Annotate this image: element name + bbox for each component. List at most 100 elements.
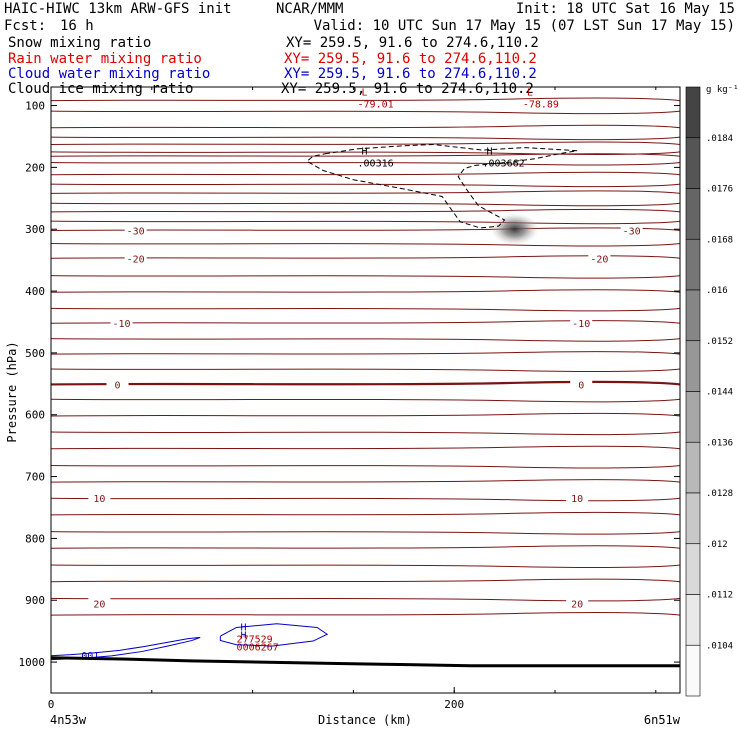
y-tick-label: 600	[25, 409, 45, 422]
fcst-label: Fcst:	[4, 18, 46, 34]
isotherm-line	[51, 242, 680, 247]
isotherm-line	[51, 431, 680, 436]
y-tick-label: 900	[25, 594, 45, 607]
isotherm-line	[51, 171, 680, 176]
x-axis-ticks: 0 20 0	[48, 87, 657, 711]
field-xy-rain: XY= 259.5, 91.6 to 274.6,110.2	[284, 51, 537, 67]
colorbar-label: .0168	[706, 235, 733, 245]
y-axis-label: Pressure (hPa)	[5, 341, 19, 442]
freezing-isotherm	[51, 380, 680, 386]
colorbar-swatch	[685, 86, 701, 139]
colorbar-label: .0112	[706, 591, 733, 601]
extremum-value: .00316	[358, 158, 394, 169]
extremum-value: .003662	[483, 158, 525, 169]
valid-time: Valid: 10 UTC Sun 17 May 15 (07 LST Sun …	[314, 18, 735, 34]
field-name-rain: Rain water mixing ratio	[8, 51, 202, 67]
x-tick-label: 0	[48, 698, 55, 711]
isotherm-label: 20	[93, 599, 105, 610]
colorbar-label: .0128	[706, 489, 733, 499]
field-xy-cloud-water: XY= 259.5, 91.6 to 274.6,110.2	[284, 66, 537, 82]
colorbar-label: .0136	[706, 438, 733, 448]
extremum-value: -78.89	[523, 100, 559, 111]
isotherm-line	[51, 578, 680, 583]
y-tick-label: 1000	[19, 656, 46, 669]
isotherm-label-bg	[88, 492, 111, 504]
x-endpoint-end: 6n51w	[644, 713, 681, 727]
isotherm-line	[51, 307, 680, 312]
cloud-water-contour-upper	[219, 623, 329, 647]
extrema-labels: L-79.01L-78.89H.00316H.003662H277529H000…	[237, 88, 559, 654]
isotherm-line	[51, 255, 680, 259]
isotherm-label-bg	[106, 378, 129, 390]
y-tick-label: 700	[25, 471, 45, 484]
isotherm-line	[51, 597, 680, 602]
isotherm-label-bg	[124, 224, 147, 236]
isotherm-line	[51, 190, 680, 194]
low-marker: L	[527, 88, 533, 99]
terrain-line	[51, 656, 680, 668]
high-marker: H	[241, 622, 247, 633]
isotherm-label: 0	[115, 380, 121, 391]
isotherm-line	[51, 161, 680, 166]
isotherm-label: -20	[590, 254, 608, 265]
figure-title: HAIC-HIWC 13km ARW-GFS init	[4, 1, 232, 17]
isotherm-line	[51, 320, 680, 324]
isotherm-label-bg	[566, 492, 589, 504]
isotherm-line	[51, 153, 680, 157]
isotherm-line	[51, 338, 680, 342]
cloud-water-contour	[51, 636, 201, 661]
isotherm-line	[51, 208, 680, 213]
isotherm-label-bg	[570, 378, 593, 390]
isotherm-label: -10	[572, 319, 590, 330]
high-marker: H	[241, 630, 247, 641]
isotherm-line	[51, 289, 680, 293]
isotherm-line	[51, 227, 680, 231]
isotherm-label: -30	[623, 226, 641, 237]
isotherm-label-bg	[110, 317, 133, 329]
isotherm-line	[51, 497, 680, 502]
cloud-water-contour-label: .001	[75, 651, 99, 662]
isotherm-label-bg	[124, 252, 147, 264]
y-tick-label: 400	[25, 285, 45, 298]
isotherm-line	[51, 398, 680, 403]
field-name-cloud-water: Cloud water mixing ratio	[8, 66, 210, 82]
plot-frame	[50, 86, 681, 694]
colorbar-label: .012	[706, 540, 728, 550]
x-endpoint-start: 4n53w	[50, 713, 87, 727]
isotherm-label: -10	[113, 319, 131, 330]
isotherm-label: -20	[127, 254, 145, 265]
cloud-ice-contour	[306, 144, 578, 229]
colorbar-swatch	[685, 492, 701, 545]
colorbar-label: .0152	[706, 337, 733, 347]
isotherm-line	[51, 564, 680, 569]
isotherm-label: 10	[93, 494, 105, 505]
isotherm-line	[51, 479, 680, 483]
y-tick-label: 500	[25, 347, 45, 360]
x-axis-label: Distance (km)	[318, 713, 412, 727]
field-name-snow: Snow mixing ratio	[8, 35, 151, 51]
init-time: Init: 18 UTC Sat 16 May 15	[516, 1, 735, 17]
colorbar-label: .0184	[706, 134, 733, 144]
y-tick-label: 300	[25, 223, 45, 236]
isotherm-line	[51, 545, 680, 549]
colorbar: .0184 .0176 .0168 .016 .0152 .0144 .0136 .0128.…	[685, 86, 733, 697]
colorbar-swatch	[685, 594, 701, 646]
high-marker: H	[362, 146, 368, 157]
colorbar-swatch	[685, 441, 701, 494]
isotherm-line	[51, 412, 680, 417]
extremum-value: 277529	[237, 634, 273, 645]
isotherm-label-bg	[620, 224, 643, 236]
colorbar-swatch	[685, 137, 701, 189]
isotherm-line	[51, 612, 680, 616]
isotherm-label-bg	[88, 597, 111, 609]
org-label: NCAR/MMM	[276, 1, 343, 17]
isotherm-line	[51, 124, 680, 129]
isotherm-line	[51, 202, 680, 207]
isotherm-line	[51, 368, 680, 372]
colorbar-swatch	[685, 289, 701, 342]
colorbar-swatch	[685, 543, 701, 595]
isotherm-line	[51, 531, 680, 535]
colorbar-label: .0176	[706, 185, 733, 195]
colorbar-label: .0104	[706, 641, 733, 651]
